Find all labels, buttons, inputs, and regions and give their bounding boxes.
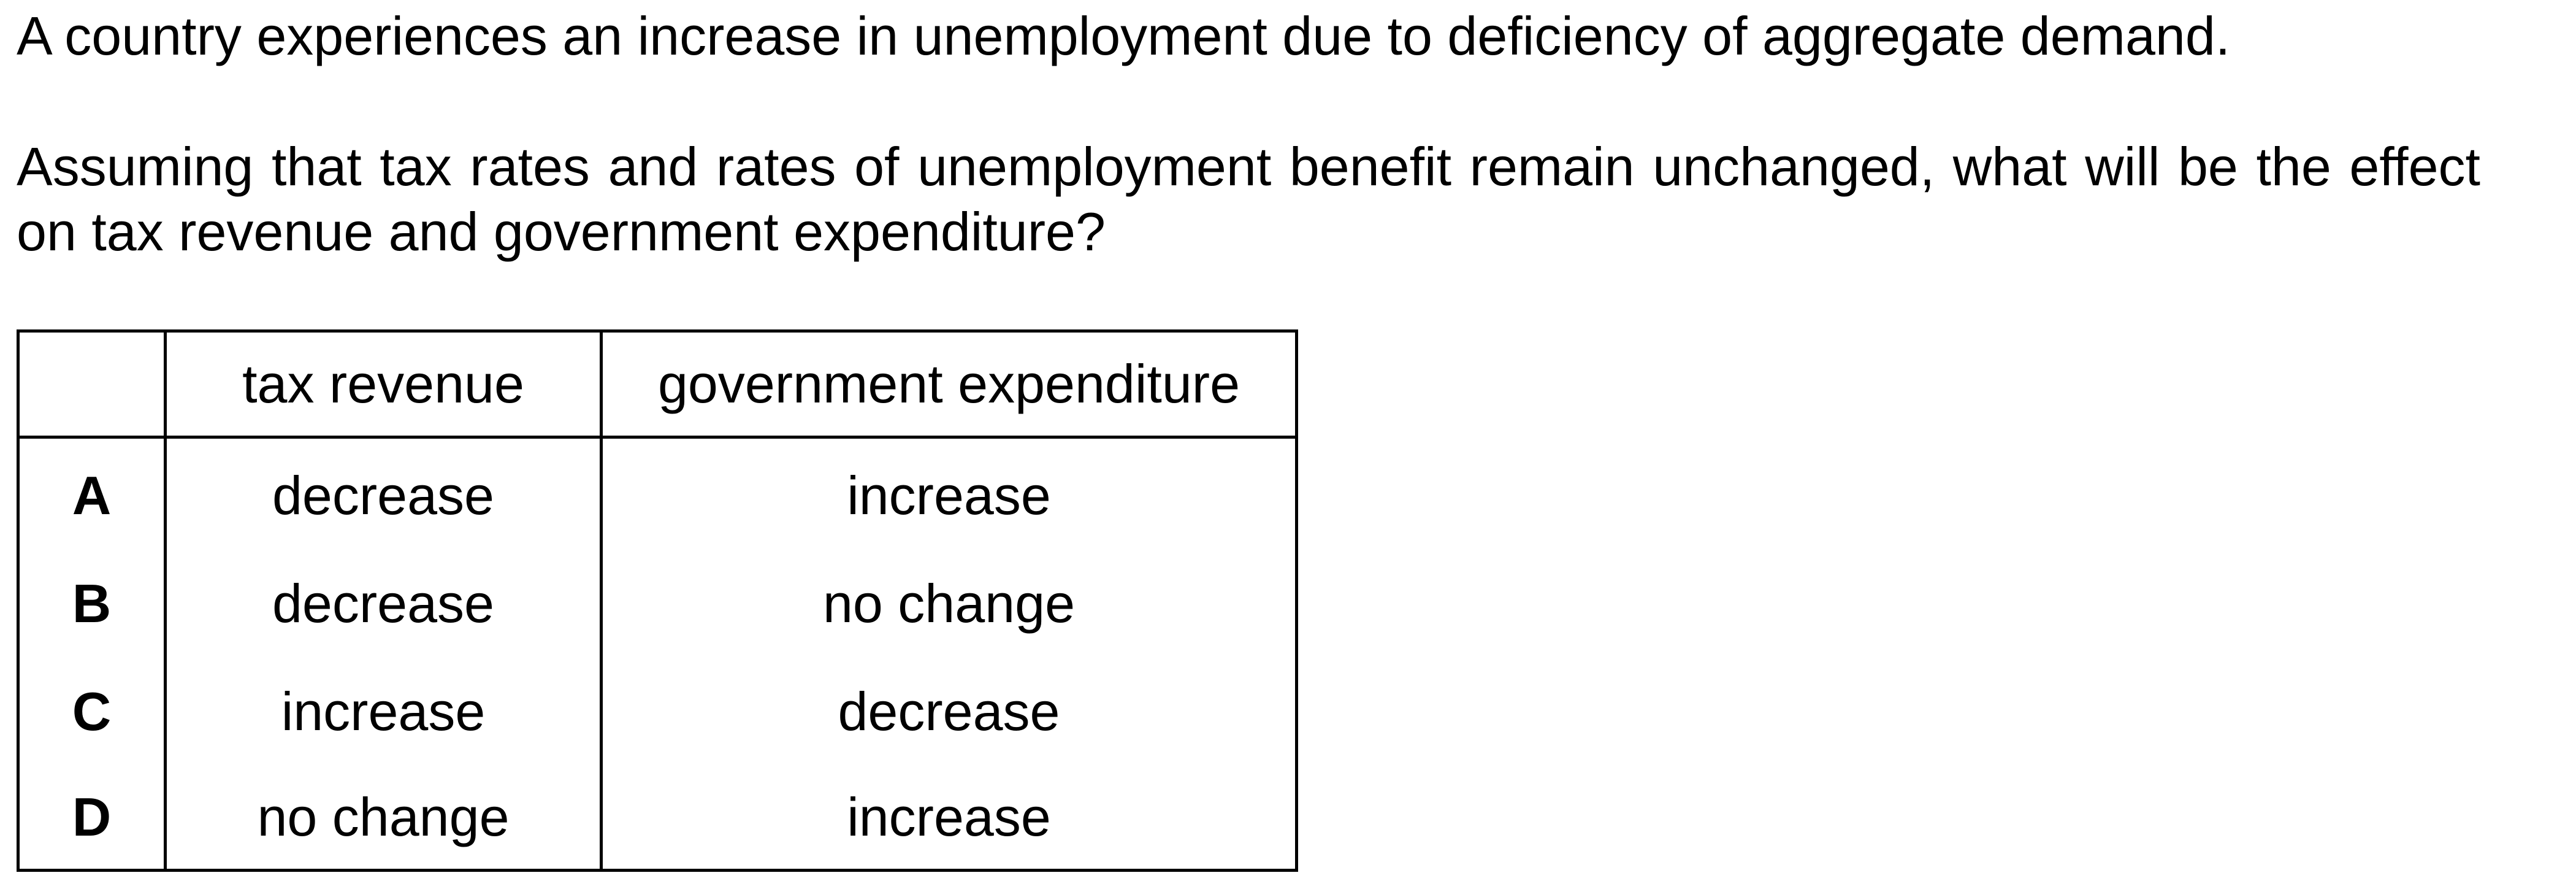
column-divider — [600, 333, 603, 869]
answer-options-table: tax revenue government expenditure A dec… — [17, 329, 1298, 872]
option-a-tax-revenue: decrease — [272, 465, 494, 526]
option-key-c: C — [72, 681, 112, 742]
option-key-d: D — [72, 787, 112, 847]
option-b-government-expenditure: no change — [822, 573, 1076, 634]
header-divider — [20, 436, 1295, 439]
option-c-government-expenditure: decrease — [838, 681, 1060, 742]
option-b-tax-revenue: decrease — [272, 573, 494, 634]
option-key-a: A — [72, 465, 112, 526]
option-key-b: B — [72, 573, 112, 634]
option-c-tax-revenue: increase — [281, 681, 486, 742]
header-government-expenditure: government expenditure — [657, 353, 1240, 414]
question-stem: Assuming that tax rates and rates of une… — [17, 136, 2480, 262]
question-text: A country experiences an increase in une… — [17, 0, 2480, 264]
header-tax-revenue: tax revenue — [242, 353, 524, 414]
question-context: A country experiences an increase in une… — [17, 6, 2231, 66]
option-d-tax-revenue: no change — [257, 787, 510, 847]
column-divider — [164, 333, 167, 869]
option-a-government-expenditure: increase — [847, 465, 1051, 526]
option-d-government-expenditure: increase — [847, 787, 1051, 847]
